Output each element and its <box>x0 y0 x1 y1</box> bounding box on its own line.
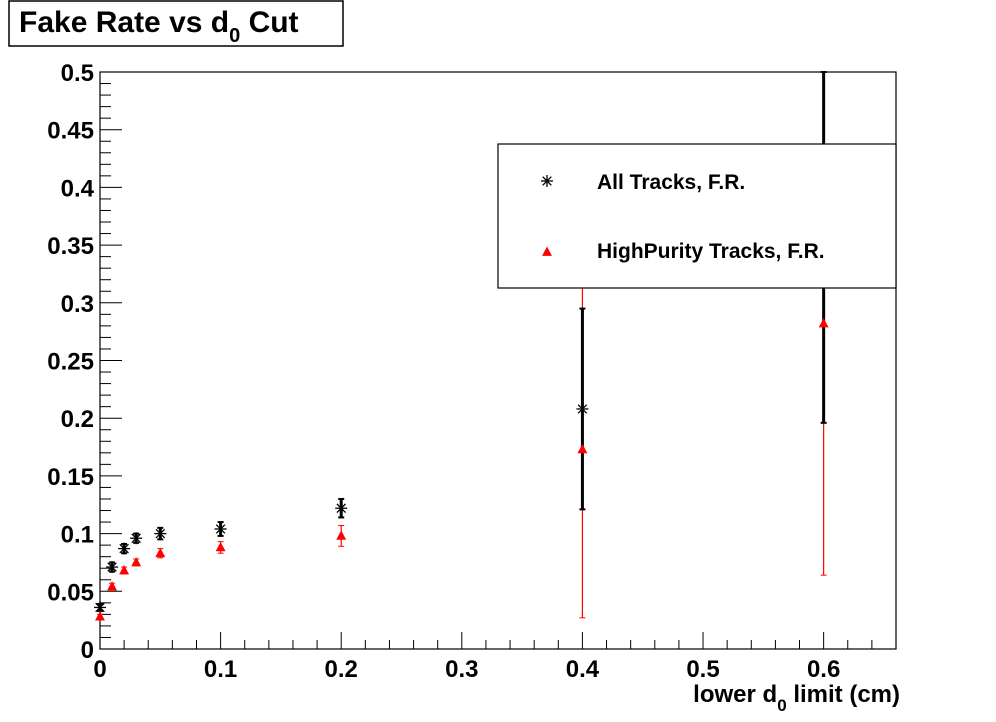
chart-title: Fake Rate vs d0 Cut <box>19 6 299 47</box>
x-tick-label: 0.2 <box>325 656 358 683</box>
data-point-highpurity <box>336 530 347 540</box>
data-point-highpurity <box>119 565 130 575</box>
axes: 0 0.05 0.1 0.15 0.2 0.25 0.3 0.35 0.4 0.45 0.5 0 0.1… <box>47 60 897 683</box>
data-point-all-tracks <box>106 561 119 574</box>
data-point-highpurity <box>131 556 142 567</box>
x-tick-label: 0 <box>93 656 106 683</box>
data-point-highpurity <box>155 547 166 558</box>
legend-marker-triangle <box>542 246 552 256</box>
x-tick-label: 0.1 <box>204 656 237 683</box>
y-tick-label: 0.4 <box>61 175 95 202</box>
data-point-all-tracks <box>154 527 167 540</box>
data-point-highpurity <box>95 611 105 621</box>
y-tick-label: 0.5 <box>61 60 94 87</box>
y-tick-label: 0.3 <box>61 291 94 318</box>
y-tick-label: 0.15 <box>47 464 94 491</box>
x-tick-label: 0.4 <box>566 656 600 683</box>
y-tick-label: 0.1 <box>61 522 94 549</box>
data-point-all-tracks <box>130 532 143 545</box>
y-tick-label: 0.2 <box>61 406 94 433</box>
title-box <box>8 0 344 47</box>
x-tick-label: 0.3 <box>445 656 478 683</box>
x-axis-title: lower d0 limit (cm) <box>693 681 900 715</box>
data-point-all-tracks <box>335 502 348 515</box>
x-tick-label: 0.5 <box>686 656 719 683</box>
x-tick-label: 0.6 <box>807 656 840 683</box>
data-point-all-tracks <box>214 522 227 535</box>
y-tick-label: 0.25 <box>47 349 94 376</box>
data-markers <box>94 241 830 621</box>
y-tick-label: 0 <box>81 637 94 664</box>
data-point-highpurity <box>107 581 118 591</box>
y-tick-label: 0.05 <box>47 579 94 606</box>
legend-box <box>497 143 897 289</box>
data-point-all-tracks <box>576 402 589 415</box>
data-point-highpurity <box>577 443 588 454</box>
data-point-highpurity <box>818 318 829 328</box>
data-point-all-tracks <box>118 542 131 555</box>
legend-label-all-tracks: All Tracks, F.R. <box>597 171 745 194</box>
data-point-highpurity <box>215 541 226 552</box>
legend-marker-star <box>541 175 553 187</box>
y-tick-label: 0.45 <box>47 118 94 145</box>
y-tick-label: 0.35 <box>47 233 94 260</box>
legend-label-highpurity-tracks: HighPurity Tracks, F.R. <box>597 240 825 263</box>
legend <box>541 175 553 256</box>
